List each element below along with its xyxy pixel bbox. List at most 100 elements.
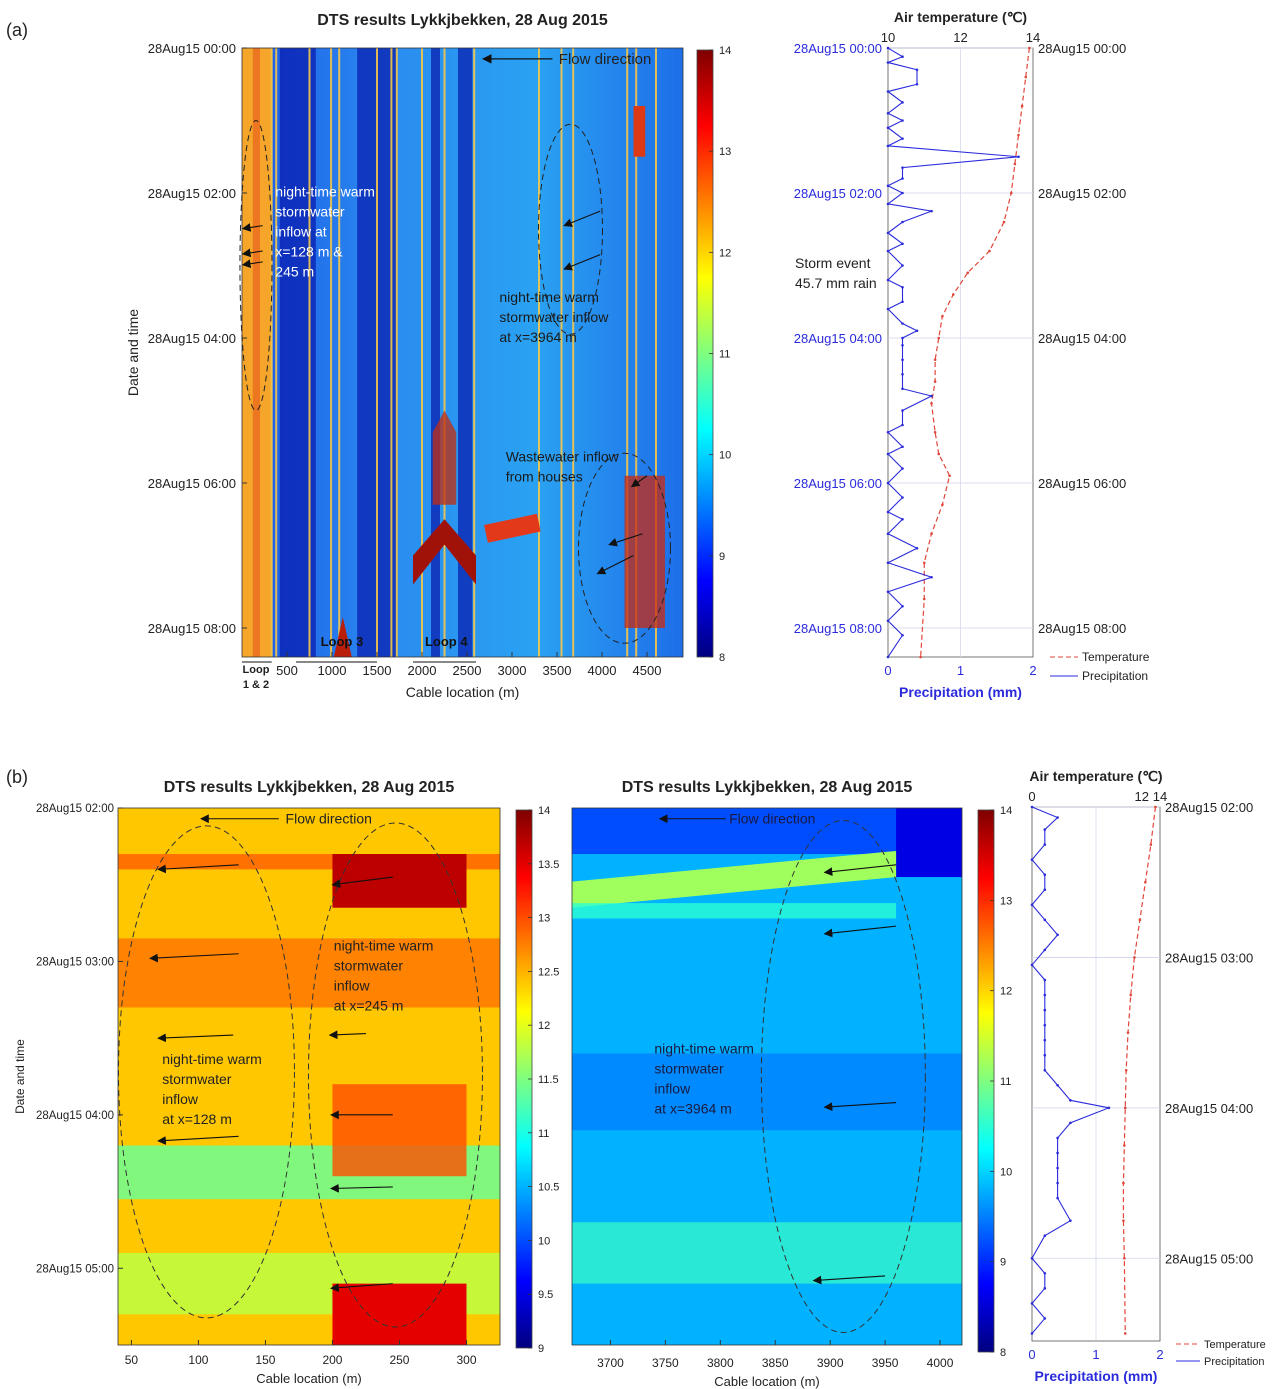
weather-a-ytick-right: 28Aug15 08:00 xyxy=(1038,621,1126,636)
weather-a-precipitation-point xyxy=(901,387,904,390)
weather-a-temperature-point xyxy=(934,358,937,361)
weather-a-precipitation-point xyxy=(901,358,904,361)
weather-a-precipitation-point xyxy=(887,656,890,659)
weather-a-precipitation-point xyxy=(887,511,890,514)
annotation-storm-event: Storm event 45.7 mm rain xyxy=(795,255,877,291)
weather-b-xtick-label: 0 xyxy=(1028,1347,1035,1362)
legend-precipitation-label: Precipitation xyxy=(1082,669,1148,683)
weather-b-temperature-point xyxy=(1124,1107,1127,1110)
weather-a-precipitation-point xyxy=(901,337,904,340)
weather-a-precipitation-point xyxy=(901,496,904,499)
weather-a-precipitation-point xyxy=(901,242,904,245)
weather-a-temperature-point xyxy=(1010,192,1013,195)
weather-a: 28Aug15 00:00 28Aug15 00:00 28Aug15 02:00 2… xyxy=(794,9,1126,700)
heatmap-b1-xtick-label: 100 xyxy=(188,1353,208,1367)
colorbar-a: 8 9 10 11 12 13 14 xyxy=(697,45,731,664)
weather-a-precipitation-point xyxy=(901,101,904,104)
weather-b-precipitation-point xyxy=(1044,1054,1047,1057)
weather-b-precipitation-point xyxy=(1044,1317,1047,1320)
weather-a-precipitation-point xyxy=(916,68,919,71)
annotation-loop3: Loop 3 xyxy=(321,634,364,649)
heatmap-a-xtick-label: 3500 xyxy=(543,663,572,678)
colorbar-b1-tick-label: 12 xyxy=(538,1020,550,1032)
weather-a-temperature-point xyxy=(919,656,922,659)
heatmap-b2-xtick-label: 4000 xyxy=(927,1356,954,1370)
heatmap-a-xtick-label: 1500 xyxy=(363,663,392,678)
weather-b-temperature-point xyxy=(1154,806,1157,809)
heatmap-b1-band xyxy=(118,938,500,1007)
weather-a-precipitation-point xyxy=(930,576,933,579)
weather-b: 28Aug15 02:0028Aug15 03:0028Aug15 04:002… xyxy=(1028,768,1253,1384)
heatmap-b1-xtick-label: 250 xyxy=(389,1353,409,1367)
heatmap-b1-xlabel: Cable location (m) xyxy=(256,1371,362,1386)
weather-a-precipitation-point xyxy=(887,184,890,187)
legend-b-temperature-label: Temperature xyxy=(1204,1339,1266,1351)
weather-a-temperature-point xyxy=(948,474,951,477)
heatmap-a-ytick-label: 28Aug15 06:00 xyxy=(148,476,236,491)
heatmap-a-ytick-label: 28Aug15 02:00 xyxy=(148,186,236,201)
weather-b-precipitation-point xyxy=(1044,949,1047,952)
annotation-flow-b2: Flow direction xyxy=(729,811,815,827)
weather-b-ytick-right: 28Aug15 02:00 xyxy=(1165,800,1253,815)
heatmap-a-ytick-label: 28Aug15 04:00 xyxy=(148,331,236,346)
weather-b-precipitation-point xyxy=(1031,806,1034,809)
weather-a-temperature-point xyxy=(1014,163,1017,166)
annotation-loop4: Loop 4 xyxy=(425,634,468,649)
colorbar-b1-tick-label: 11 xyxy=(538,1128,549,1140)
heatmap-b2-dark-band xyxy=(572,1053,962,1130)
colorbar-b2-tick-label: 13 xyxy=(1000,895,1012,907)
weather-b-precipitation-point xyxy=(1056,1197,1059,1200)
weather-b-precipitation-point xyxy=(1044,828,1047,831)
weather-a-xtick-label: 0 xyxy=(884,663,891,678)
weather-a-precipitation-point xyxy=(901,518,904,521)
weather-b-precipitation-point xyxy=(1044,1287,1047,1290)
heatmap-a-ytick-label: 28Aug15 00:00 xyxy=(148,41,236,56)
weather-a-temperature-point xyxy=(930,402,933,405)
heatmap-b1-xtick-label: 50 xyxy=(125,1353,139,1367)
colorbar-b2-tick-label: 9 xyxy=(1000,1257,1006,1269)
weather-a-temperature-point xyxy=(1028,47,1031,50)
weather-b-precipitation-point xyxy=(1069,1219,1072,1222)
weather-b-xlabel: Precipitation (mm) xyxy=(1035,1368,1158,1384)
weather-b-temperature-point xyxy=(1127,1031,1130,1034)
heatmap-b2-band xyxy=(572,903,896,918)
weather-b-x2tick-label: 12 xyxy=(1134,789,1148,804)
heatmap-b2-light-band xyxy=(572,1222,962,1283)
weather-a-precipitation-point xyxy=(887,431,890,434)
heatmap-a-ytick-label: 28Aug15 08:00 xyxy=(148,621,236,636)
weather-a-ytick-right: 28Aug15 02:00 xyxy=(1038,186,1126,201)
weather-b-x2tick-label: 14 xyxy=(1153,789,1167,804)
heatmap-a-ylabel: Date and time xyxy=(125,309,141,396)
heatmap-a-cable-line xyxy=(271,48,273,657)
weather-a-precipitation-point xyxy=(1017,155,1020,158)
weather-b-precipitation-point xyxy=(1044,1272,1047,1275)
colorbar-b2-tick-label: 11 xyxy=(1000,1076,1011,1088)
weather-a-precipitation-point xyxy=(887,308,890,311)
colorbar-b2: 891011121314 xyxy=(978,805,1012,1359)
heatmap-a-cable-line xyxy=(396,48,398,657)
weather-b-precipitation-point xyxy=(1044,873,1047,876)
weather-a-precipitation-point xyxy=(901,177,904,180)
weather-a-temperature-point xyxy=(952,293,955,296)
weather-a-temperature-point xyxy=(937,453,940,456)
weather-a-ytick-left: 28Aug15 00:00 xyxy=(794,41,882,56)
weather-b-precipitation-point xyxy=(1031,1257,1034,1260)
weather-a-precipitation-point xyxy=(901,137,904,140)
heatmap-a-cable-line xyxy=(561,48,563,657)
weather-a-temperature-point xyxy=(941,315,944,318)
heatmap-a-cable-line xyxy=(390,48,392,657)
heatmap-b2-xtick-label: 3800 xyxy=(707,1356,734,1370)
weather-a-temperature-point xyxy=(1003,221,1006,224)
weather-a-ytick-right: 28Aug15 00:00 xyxy=(1038,41,1126,56)
weather-b-temperature-point xyxy=(1129,994,1132,997)
weather-a-ytick-right: 28Aug15 06:00 xyxy=(1038,476,1126,491)
heatmap-b1-warm-block xyxy=(332,1084,466,1176)
heatmap-a-warm-spot xyxy=(634,106,646,157)
colorbar-b1-tick-label: 9.5 xyxy=(538,1289,553,1301)
heatmap-b1-xtick-label: 300 xyxy=(456,1353,476,1367)
weather-a-precipitation-point xyxy=(887,532,890,535)
weather-a-precipitation-point xyxy=(887,590,890,593)
weather-b-precipitation-point xyxy=(1056,1182,1059,1185)
weather-a-ytick-left: 28Aug15 06:00 xyxy=(794,476,882,491)
heatmap-b1-ytick-label: 28Aug15 04:00 xyxy=(36,1110,114,1122)
